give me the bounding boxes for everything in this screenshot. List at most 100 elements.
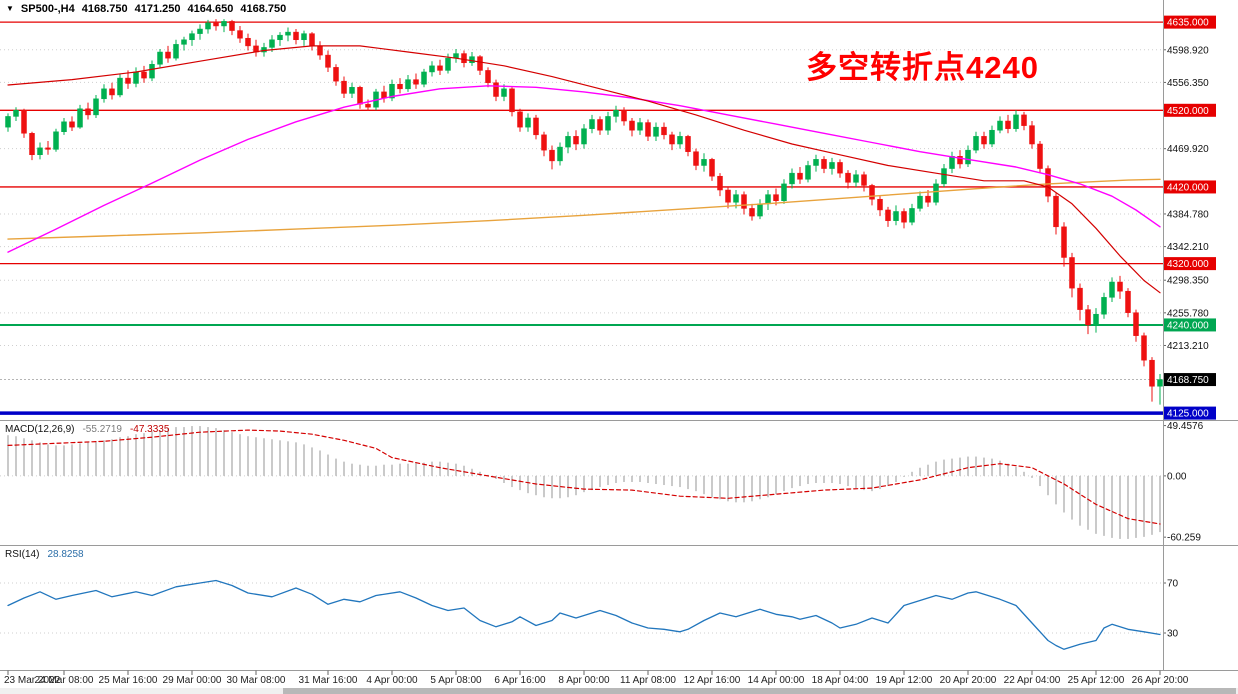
candle-body [661, 126, 667, 136]
candle-body [277, 34, 283, 41]
price-level-tag-label: 4240.000 [1167, 320, 1209, 331]
candle-body [397, 83, 403, 90]
candle-body [613, 110, 619, 117]
time-axis-label: 11 Apr 08:00 [620, 675, 676, 686]
candle-body [701, 159, 707, 166]
time-axis-label: 14 Apr 00:00 [748, 675, 805, 686]
candle-body [293, 31, 299, 41]
candle-body [357, 87, 363, 105]
time-axis-label: 8 Apr 00:00 [558, 675, 610, 686]
candle-body [437, 65, 443, 71]
candle-body [21, 110, 27, 134]
candle-body [925, 195, 931, 203]
candle-body [957, 156, 963, 165]
ma-fast-line [7, 45, 1161, 294]
candle-body [205, 22, 211, 30]
candle-body [1061, 226, 1067, 258]
candle-body [501, 88, 507, 97]
candle-body [797, 172, 803, 180]
price-level-tag [1164, 180, 1216, 194]
candle-body [717, 175, 723, 191]
candle-body [301, 33, 307, 41]
macd-panel-header: MACD(12,26,9) -55.2719 -47.3335 [5, 424, 169, 435]
candle-body [309, 33, 315, 47]
candle-body [1085, 309, 1091, 326]
candle-body [541, 134, 547, 151]
candle-body [1149, 359, 1155, 387]
price-level-tag [1164, 15, 1216, 29]
candle-body [285, 31, 291, 36]
time-axis-label: 23 Mar 2022 [4, 675, 61, 686]
current-price-tag-label: 4168.750 [1167, 375, 1209, 386]
candle-body [733, 194, 739, 203]
candle-body [61, 121, 67, 133]
time-axis-label: 5 Apr 08:00 [430, 675, 482, 686]
candle-body [989, 129, 995, 145]
candle-body [421, 71, 427, 85]
current-price-tag [1164, 373, 1216, 387]
time-axis-label: 20 Apr 20:00 [940, 675, 997, 686]
candle-body [325, 54, 331, 68]
candle-body [853, 174, 859, 183]
candle-body [109, 88, 115, 96]
candle-body [349, 87, 355, 94]
time-axis-label: 30 Mar 08:00 [227, 675, 286, 686]
candle-body [461, 53, 467, 64]
candle-body [629, 120, 635, 131]
ma-mid-line [7, 85, 1161, 253]
macd-axis-label: 49.4576 [1167, 421, 1204, 432]
price-axis-label: 4298.350 [1167, 276, 1209, 287]
candle-body [829, 162, 835, 169]
candle-body [1005, 120, 1011, 129]
macd-axis-label: -60.259 [1167, 533, 1201, 544]
candle-body [237, 30, 243, 39]
rsi-value: 28.8258 [47, 549, 84, 560]
time-axis-label: 25 Apr 12:00 [1068, 675, 1125, 686]
time-axis-label: 22 Apr 04:00 [1004, 675, 1061, 686]
candle-body [1125, 290, 1131, 313]
candle-body [1133, 312, 1139, 336]
candle-body [1053, 195, 1059, 228]
candle-body [213, 22, 219, 27]
candle-body [821, 159, 827, 169]
candle-body [1069, 257, 1075, 289]
candle-body [509, 88, 515, 113]
dropdown-arrow-icon[interactable]: ▼ [6, 4, 14, 13]
candle-body [941, 168, 947, 185]
candle-body [813, 159, 819, 166]
chart-title-bar: ▼ SP500-,H4 4168.750 4171.250 4164.650 4… [6, 3, 286, 15]
scrollbar-thumb[interactable] [283, 688, 1236, 694]
candle-body [901, 211, 907, 223]
rsi-axis-label: 70 [1167, 579, 1179, 590]
candle-body [709, 159, 715, 177]
candle-body [429, 65, 435, 73]
candle-body [885, 209, 891, 221]
symbol-timeframe: SP500-,H4 [20, 3, 75, 15]
candle-body [365, 103, 371, 108]
candle-body [5, 116, 11, 128]
macd-signal-line [7, 429, 1161, 525]
price-axis-label: 4469.920 [1167, 144, 1209, 155]
candle-body [37, 147, 43, 156]
candle-body [29, 133, 35, 156]
candle-body [669, 134, 675, 145]
candle-body [973, 136, 979, 151]
time-axis-label: 4 Apr 00:00 [366, 675, 418, 686]
candle-body [1045, 168, 1051, 197]
candle-body [685, 136, 691, 152]
macd-value-signal: -47.3335 [129, 424, 170, 435]
candle-body [1093, 313, 1099, 326]
price-axis-label: 4213.210 [1167, 341, 1209, 352]
price-axis-label: 4342.210 [1167, 242, 1209, 253]
candle-body [157, 51, 163, 65]
price-level-tag-label: 4520.000 [1167, 106, 1209, 117]
candle-body [333, 67, 339, 82]
candle-body [1109, 281, 1115, 298]
candle-body [773, 194, 779, 202]
candle-body [805, 165, 811, 180]
candle-body [413, 79, 419, 85]
candle-body [165, 51, 171, 59]
candle-body [389, 83, 395, 99]
